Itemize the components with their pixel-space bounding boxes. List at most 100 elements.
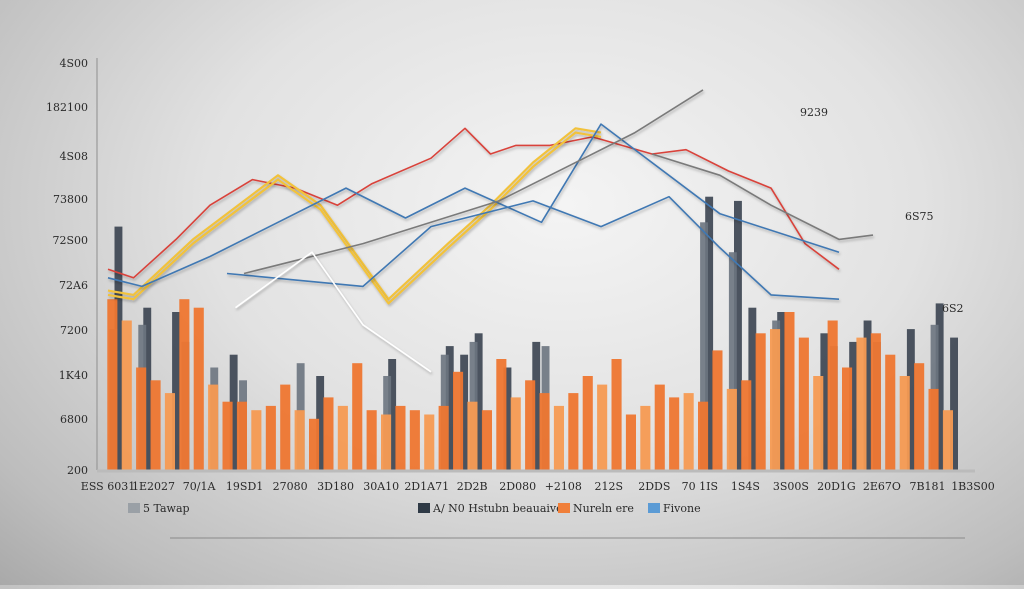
bar-orange [352,363,363,470]
bar-orange [698,401,709,470]
series-line [243,89,704,275]
bar-orange [164,393,175,470]
y-tick-label: 72A6 [59,279,88,292]
bar-dark [474,333,483,470]
x-tick-label: 3S00S [773,480,809,493]
x-tick-label: 27080 [273,480,308,493]
bar-orange [770,329,781,470]
legend: 5 Tawap A/ N0 Hstubn beauaives Nureln ere F… [128,502,701,515]
bar-dark [143,307,152,470]
bar-orange [885,354,896,470]
bar-orange [525,380,536,470]
x-tick-label: +2108 [545,480,582,493]
y-axis: 4S00 182100 4S08 73800 72S00 72A6 7200 1K40 6800… [46,57,98,477]
bar-orange [179,299,190,470]
bar-orange [827,320,838,470]
bar-dark [503,367,512,470]
series-line [107,123,840,288]
bar-dark [906,329,915,470]
y-tick-label: 4S00 [59,57,88,70]
series-line [107,127,840,279]
bar-orange [107,299,118,470]
bar-orange [726,388,737,470]
x-tick-label: 20D1G [817,480,856,493]
bar-orange [856,337,867,470]
bar-dark [229,354,238,470]
x-tick-label: 19SD1 [226,480,263,493]
bar-orange [640,405,651,470]
y-tick-label: 73800 [53,193,88,206]
x-tick-label: ESS 6031 [81,480,135,493]
bar-gray [700,222,708,470]
bar-dark [777,312,786,470]
bar-orange [899,376,910,470]
y-tick-label: 1K40 [59,369,88,382]
bar-orange [453,371,464,470]
bar-orange [625,414,636,470]
bar-orange [568,393,579,470]
legend-swatch [648,503,660,513]
bar-orange [798,337,809,470]
bar-orange [395,405,406,470]
bar-orange [208,384,219,470]
bar-dark [388,359,397,470]
series-line [226,195,840,300]
y-tick-label: 6800 [60,413,88,426]
bar-orange [424,414,435,470]
bar-orange [121,320,132,470]
bar-dark [950,337,958,470]
bar-orange [136,367,147,470]
bar-dark [532,341,541,470]
bar-orange [280,384,291,470]
legend-label: 5 Tawap [143,502,190,515]
bar-dark [935,303,944,470]
series-line [107,127,602,301]
bar-dark [849,341,858,470]
x-tick-label: 3D180 [317,480,354,493]
bar-dark [820,333,829,470]
bar-orange [611,359,622,470]
legend-label: A/ N0 Hstubn beauaives [432,502,569,515]
bar-dark [172,312,180,470]
bar-orange [842,367,853,470]
bars [107,196,958,471]
bar-orange [193,307,204,470]
bar-orange [669,397,680,470]
bar-orange [381,414,392,470]
series-line [107,131,602,305]
bar-orange [597,384,608,470]
bar-orange [553,405,564,470]
bar-dark [114,226,123,470]
bar-orange [510,397,521,470]
annotation-label: 9239 [800,106,828,119]
bar-dark [734,200,742,470]
bar-orange [309,418,320,471]
bar-orange [150,380,161,470]
y-tick-label: 7200 [60,324,88,337]
y-tick-label: 72S00 [52,234,88,247]
x-tick-label: 2D1A71 [404,480,449,493]
x-tick-label: 7B181 [909,480,945,493]
annotation-label: 6S75 [905,210,934,223]
legend-label: Fivone [663,502,701,515]
bar-dark [748,307,757,470]
x-tick-label: 30A10 [363,480,399,493]
bar-orange [755,333,766,470]
bar-orange [942,410,953,470]
bar-orange [222,401,233,470]
legend-swatch [558,503,570,513]
bar-orange [582,376,593,470]
bar-orange [323,397,334,470]
bar-orange [654,384,665,470]
x-tick-label: 1E2027 [132,480,175,493]
legend-swatch [128,503,140,513]
bar-orange [741,380,752,470]
bar-orange [870,333,881,470]
x-tick-label: 212S [595,480,624,493]
bar-dark [460,354,469,470]
bar-dark [705,196,714,470]
bar-orange [337,405,348,470]
bar-orange [539,393,550,470]
x-tick-label: 1B3S00 [951,480,995,493]
